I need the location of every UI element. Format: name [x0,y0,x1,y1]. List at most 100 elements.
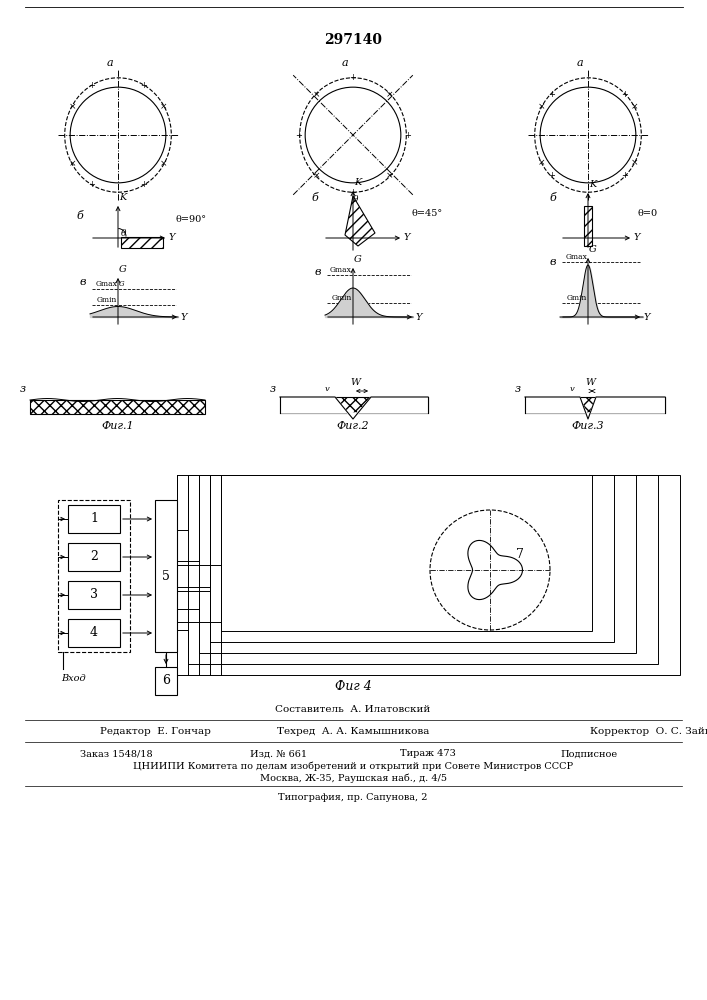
Text: Техред  А. А. Камышникова: Техред А. А. Камышникова [277,728,429,736]
Text: Gmin: Gmin [97,296,117,304]
Text: +: + [548,171,555,180]
Text: Gmax: Gmax [330,266,352,274]
Text: Gmin: Gmin [566,294,587,302]
Text: з: з [20,384,26,394]
Text: W: W [585,378,595,387]
Bar [68,505,120,533]
Text: +: + [88,180,95,189]
Polygon shape [280,397,428,419]
Bar [177,475,680,675]
Text: ЦНИИПИ Комитета по делам изобретений и открытий при Совете Министров СССР: ЦНИИПИ Комитета по делам изобретений и о… [133,761,573,771]
Polygon shape [345,196,375,246]
Bar [155,667,177,695]
Text: Фиг.3: Фиг.3 [572,421,604,431]
Text: K: K [589,180,596,189]
Text: K: K [119,193,127,202]
Text: v: v [570,385,574,393]
Text: θ=45°: θ=45° [411,209,442,218]
Text: θ=0: θ=0 [638,209,658,218]
Text: θ: θ [122,229,127,237]
Text: G: G [119,280,124,288]
Text: Y: Y [181,312,187,322]
Text: Y: Y [416,312,423,322]
Text: +: + [621,171,629,180]
Text: ×: × [160,102,168,111]
Text: Редактор  Е. Гончар: Редактор Е. Гончар [100,728,211,736]
Text: в: в [79,277,86,287]
Text: ×: × [386,171,394,180]
Text: Москва, Ж-35, Раушская наб., д. 4/5: Москва, Ж-35, Раушская наб., д. 4/5 [259,773,447,783]
Text: +: + [141,180,148,189]
Bar [68,543,120,571]
Bar [280,397,428,413]
Bar [584,206,592,246]
Text: Gmax: Gmax [565,253,587,261]
Text: +: + [141,81,148,90]
Text: 2: 2 [90,550,98,564]
Text: Y: Y [169,233,175,242]
Text: +: + [349,73,356,82]
Bar [58,500,130,652]
Text: Y: Y [644,312,650,322]
Text: б: б [549,193,556,203]
Bar [155,500,177,652]
Text: θ=90°: θ=90° [176,216,207,225]
Text: +: + [349,188,356,197]
Text: a: a [107,58,114,68]
Text: з: з [515,384,521,394]
Text: Типография, пр. Сапунова, 2: Типография, пр. Сапунова, 2 [279,792,428,802]
Bar [121,236,163,247]
Text: в: в [315,267,321,277]
Text: Gmax: Gmax [95,280,117,288]
Text: ×: × [631,159,638,168]
Text: W: W [350,378,360,387]
Text: ×: × [69,159,76,168]
Text: б: б [76,211,83,221]
Bar [68,619,120,647]
Bar [221,475,592,631]
Text: +: + [404,130,411,139]
Bar [30,400,205,414]
Text: G: G [119,265,127,274]
Text: 6: 6 [162,674,170,688]
Text: Y: Y [404,233,411,242]
Text: ×: × [386,90,394,99]
Text: ×: × [69,102,76,111]
Text: Изд. № 661: Изд. № 661 [250,750,307,758]
Text: Тираж 473: Тираж 473 [400,750,456,758]
Text: в: в [549,257,556,267]
Text: Фиг.1: Фиг.1 [102,421,134,431]
Text: 1: 1 [90,512,98,526]
Text: 3: 3 [90,588,98,601]
Text: з: з [270,384,276,394]
Text: ×: × [538,102,545,111]
Text: ×: × [312,171,320,180]
Text: Корректор  О. С. Зайцева: Корректор О. С. Зайцева [590,728,707,736]
Text: Подписное: Подписное [560,750,617,758]
Text: +: + [88,81,95,90]
Text: Составитель  А. Илатовский: Составитель А. Илатовский [275,706,431,714]
Text: a: a [577,58,583,68]
Text: ×: × [312,90,320,99]
Text: ×: × [538,159,545,168]
Bar [199,475,636,653]
Text: G: G [589,245,597,254]
Text: Фиг 4: Фиг 4 [334,680,371,694]
Bar [68,581,120,609]
Text: v: v [325,385,329,393]
Text: 5: 5 [162,570,170,582]
Text: 4: 4 [90,626,98,640]
Text: ×: × [631,102,638,111]
Text: Фиг.2: Фиг.2 [337,421,369,431]
Text: a: a [342,58,349,68]
Polygon shape [525,397,665,419]
Text: +: + [295,130,302,139]
Bar [525,397,665,413]
Text: 7: 7 [516,548,524,562]
Text: +: + [548,90,555,99]
Text: +: + [621,90,629,99]
Text: K: K [354,178,361,187]
Text: 297140: 297140 [324,33,382,47]
Bar [188,475,658,664]
Text: G: G [354,255,362,264]
